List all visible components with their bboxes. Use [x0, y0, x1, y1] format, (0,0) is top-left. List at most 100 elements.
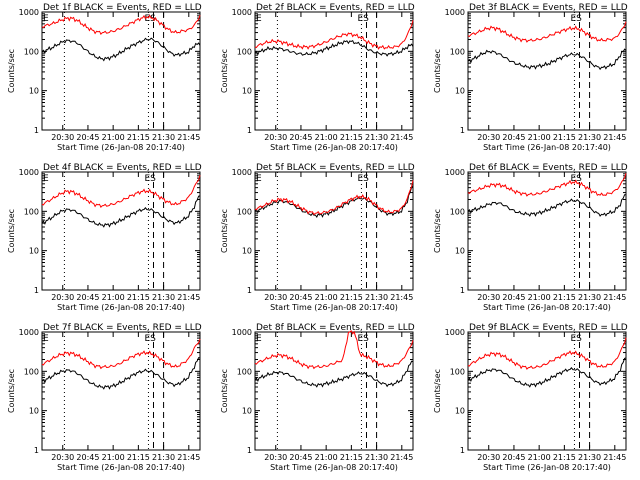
x-tick-label: 21:00: [102, 453, 125, 462]
y-tick-label: 100: [450, 47, 465, 56]
x-tick-label: 20:45: [502, 293, 525, 302]
y-tick-label: 1: [34, 446, 39, 455]
series-line-lld: [467, 173, 627, 197]
y-tick-label: 10: [242, 247, 252, 256]
y-tick-label: 100: [450, 367, 465, 376]
detector-panel-8: Det 8f BLACK = Events, RED = LLD 1 10 100 10…: [213, 320, 426, 480]
detector-panel-5: Det 5f BLACK = Events, RED = LLD 1 10 100 10…: [213, 160, 426, 320]
e-marker-label: E: [256, 174, 262, 184]
y-axis-label: Counts/sec: [7, 209, 16, 253]
y-tick-label: 1000: [232, 328, 252, 337]
chart-title: Det 1f BLACK = Events, RED = LLD: [43, 3, 202, 13]
plot-frame: [467, 331, 627, 451]
x-tick-label: 21:45: [390, 133, 413, 142]
x-tick-label: 20:30: [51, 133, 74, 142]
chart-title: Det 7f BLACK = Events, RED = LLD: [43, 323, 202, 333]
chart-title: Det 2f BLACK = Events, RED = LLD: [256, 3, 415, 13]
plot-frame: [467, 11, 627, 131]
y-tick-label: 10: [29, 407, 39, 416]
x-axis-label: Start Time (26-Jan-08 20:17:40): [270, 303, 398, 312]
x-tick-label: 20:45: [289, 133, 312, 142]
y-tick-label: 1000: [445, 168, 465, 177]
series-line-lld: [254, 330, 414, 370]
y-tick-label: 100: [24, 207, 39, 216]
x-tick-label: 21:45: [603, 453, 626, 462]
x-tick-label: 20:45: [76, 133, 99, 142]
y-tick-label: 1: [460, 126, 465, 135]
series-line-events: [467, 194, 626, 217]
chart-svg: Det 5f BLACK = Events, RED = LLD 1 10 100 10…: [220, 163, 415, 312]
x-axis-label: Start Time (26-Jan-08 20:17:40): [270, 143, 398, 152]
x-tick-label: 21:45: [177, 293, 200, 302]
x-tick-label: 21:45: [177, 133, 200, 142]
y-axis-label: Counts/sec: [220, 369, 229, 413]
x-tick-label: 21:45: [390, 293, 413, 302]
x-tick-label: 20:30: [264, 293, 287, 302]
x-tick-label: 21:15: [127, 453, 150, 462]
series-line-lld: [254, 20, 414, 50]
x-axis-label: Start Time (26-Jan-08 20:17:40): [483, 463, 611, 472]
plot-frame: [254, 171, 414, 291]
es-marker-label: ES: [570, 334, 582, 344]
series-line-events: [254, 360, 414, 388]
plot-frame: [254, 11, 414, 131]
y-axis-label: Counts/sec: [220, 209, 229, 253]
y-tick-label: 100: [24, 367, 39, 376]
series-line-lld: [41, 338, 201, 370]
es-marker-label: ES: [144, 14, 156, 24]
chart-title: Det 4f BLACK = Events, RED = LLD: [43, 163, 202, 173]
x-tick-label: 20:45: [76, 453, 99, 462]
y-tick-label: 1000: [19, 8, 39, 17]
es-marker-label: ES: [570, 14, 582, 24]
x-tick-label: 21:30: [365, 453, 388, 462]
detector-panel-7: Det 7f BLACK = Events, RED = LLD 1 10 100 10…: [0, 320, 213, 480]
e-marker-label: E: [43, 174, 49, 184]
x-axis-label: Start Time (26-Jan-08 20:17:40): [483, 143, 611, 152]
chart-svg: Det 9f BLACK = Events, RED = LLD 1 10 100 10…: [433, 323, 628, 472]
x-tick-label: 21:30: [152, 293, 175, 302]
x-axis-label: Start Time (26-Jan-08 20:17:40): [57, 463, 185, 472]
chart-svg: Det 1f BLACK = Events, RED = LLD 1 10 100 10…: [7, 3, 202, 152]
x-tick-label: 20:30: [51, 293, 74, 302]
chart-svg: Det 6f BLACK = Events, RED = LLD 1 10 100 10…: [433, 163, 628, 312]
y-tick-label: 10: [455, 87, 465, 96]
x-tick-label: 20:45: [502, 453, 525, 462]
plot-frame: [41, 331, 201, 451]
x-tick-label: 21:00: [315, 293, 338, 302]
e-marker-label: E: [43, 14, 49, 24]
detector-panel-2: Det 2f BLACK = Events, RED = LLD 1 10 100 10…: [213, 0, 426, 160]
y-tick-label: 10: [242, 407, 252, 416]
x-tick-label: 21:15: [340, 133, 363, 142]
x-tick-label: 21:30: [152, 133, 175, 142]
y-tick-label: 1000: [232, 8, 252, 17]
es-marker-label: ES: [144, 334, 156, 344]
x-tick-label: 21:15: [127, 293, 150, 302]
y-tick-label: 1: [460, 446, 465, 455]
x-tick-label: 21:00: [528, 133, 551, 142]
x-axis-label: Start Time (26-Jan-08 20:17:40): [483, 303, 611, 312]
chart-title: Det 9f BLACK = Events, RED = LLD: [469, 323, 628, 333]
x-tick-label: 21:00: [528, 293, 551, 302]
x-tick-label: 20:45: [289, 453, 312, 462]
x-tick-label: 21:30: [578, 293, 601, 302]
x-tick-label: 21:00: [528, 453, 551, 462]
chart-title: Det 8f BLACK = Events, RED = LLD: [256, 323, 415, 333]
detector-panel-1: Det 1f BLACK = Events, RED = LLD 1 10 100 10…: [0, 0, 213, 160]
series-line-events: [41, 37, 201, 62]
detector-panel-4: Det 4f BLACK = Events, RED = LLD 1 10 100 10…: [0, 160, 213, 320]
y-axis-label: Counts/sec: [220, 49, 229, 93]
x-tick-label: 21:15: [127, 133, 150, 142]
es-marker-label: ES: [144, 174, 156, 184]
e-marker-label: E: [256, 14, 262, 24]
y-tick-label: 10: [455, 247, 465, 256]
series-line-lld: [467, 337, 627, 370]
x-tick-label: 21:30: [365, 293, 388, 302]
y-axis-label: Counts/sec: [433, 369, 442, 413]
series-line-events: [41, 357, 201, 390]
x-tick-label: 20:30: [264, 453, 287, 462]
x-tick-label: 21:00: [315, 133, 338, 142]
chart-svg: Det 7f BLACK = Events, RED = LLD 1 10 100 10…: [7, 323, 202, 472]
series-line-lld: [467, 21, 627, 43]
es-marker-label: ES: [357, 334, 369, 344]
